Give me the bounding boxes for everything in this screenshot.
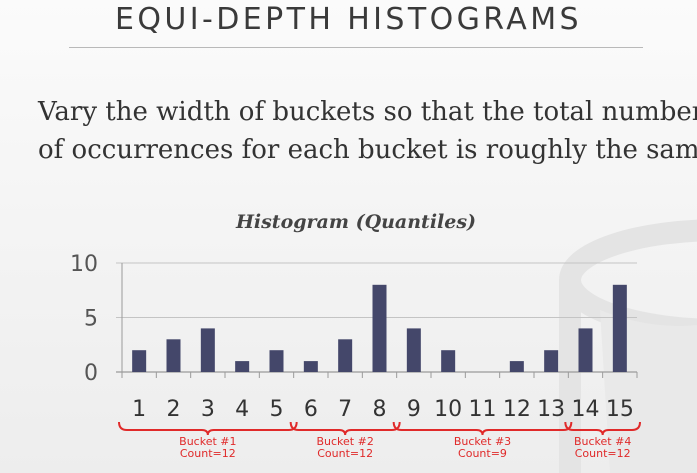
bar-14: [578, 328, 593, 372]
x-tick-label-14: 14: [572, 397, 600, 422]
x-tick-label-4: 4: [235, 397, 249, 422]
bar-8: [372, 284, 387, 372]
bar-7: [338, 339, 353, 372]
bucket-brace-2: [289, 421, 401, 436]
bucket-label-4: Bucket #4: [574, 435, 631, 448]
bucket-brace-3: [392, 421, 573, 436]
x-tick-label-7: 7: [338, 397, 352, 422]
bucket-count-1: Count=12: [180, 447, 236, 460]
y-tick-label-10: 10: [70, 252, 98, 277]
bucket-label-3: Bucket #3: [454, 435, 511, 448]
bar-9: [406, 328, 421, 372]
bar-12: [509, 361, 524, 372]
x-tick-label-9: 9: [407, 397, 421, 422]
bar-3: [200, 328, 215, 372]
title-divider: [69, 47, 643, 48]
bucket-label-1: Bucket #1: [179, 435, 236, 448]
x-tick-label-8: 8: [373, 397, 387, 422]
x-tick-label-2: 2: [167, 397, 181, 422]
bucket-count-4: Count=12: [575, 447, 631, 460]
body-line-1: Vary the width of buckets so that the to…: [38, 97, 697, 127]
bucket-count-2: Count=12: [317, 447, 373, 460]
bucket-count-3: Count=9: [458, 447, 507, 460]
x-tick-label-13: 13: [537, 397, 565, 422]
bucket-brace-1: [118, 421, 298, 436]
x-tick-label-12: 12: [503, 397, 531, 422]
x-tick-label-6: 6: [304, 397, 318, 422]
x-tick-label-10: 10: [434, 397, 462, 422]
body-line-2: of occurrences for each bucket is roughl…: [38, 135, 697, 165]
bar-13: [544, 350, 559, 372]
bar-6: [303, 361, 318, 372]
slide-title: EQUI-DEPTH HISTOGRAMS: [115, 2, 582, 37]
bar-1: [132, 350, 147, 372]
y-tick-label-5: 5: [84, 307, 98, 332]
x-tick-label-5: 5: [270, 397, 284, 422]
x-tick-label-1: 1: [132, 397, 146, 422]
x-tick-label-11: 11: [469, 397, 497, 422]
x-tick-label-3: 3: [201, 397, 215, 422]
bar-4: [235, 361, 250, 372]
chart-title: Histogram (Quantiles): [235, 211, 476, 233]
bar-5: [269, 350, 284, 372]
bar-10: [441, 350, 456, 372]
bucket-brace-4: [564, 421, 641, 436]
bar-2: [166, 339, 181, 372]
bar-15: [612, 284, 627, 372]
x-tick-label-15: 15: [606, 397, 634, 422]
bucket-label-2: Bucket #2: [316, 435, 373, 448]
y-tick-label-0: 0: [84, 361, 98, 386]
body-text: Vary the width of buckets so that the to…: [38, 93, 697, 169]
